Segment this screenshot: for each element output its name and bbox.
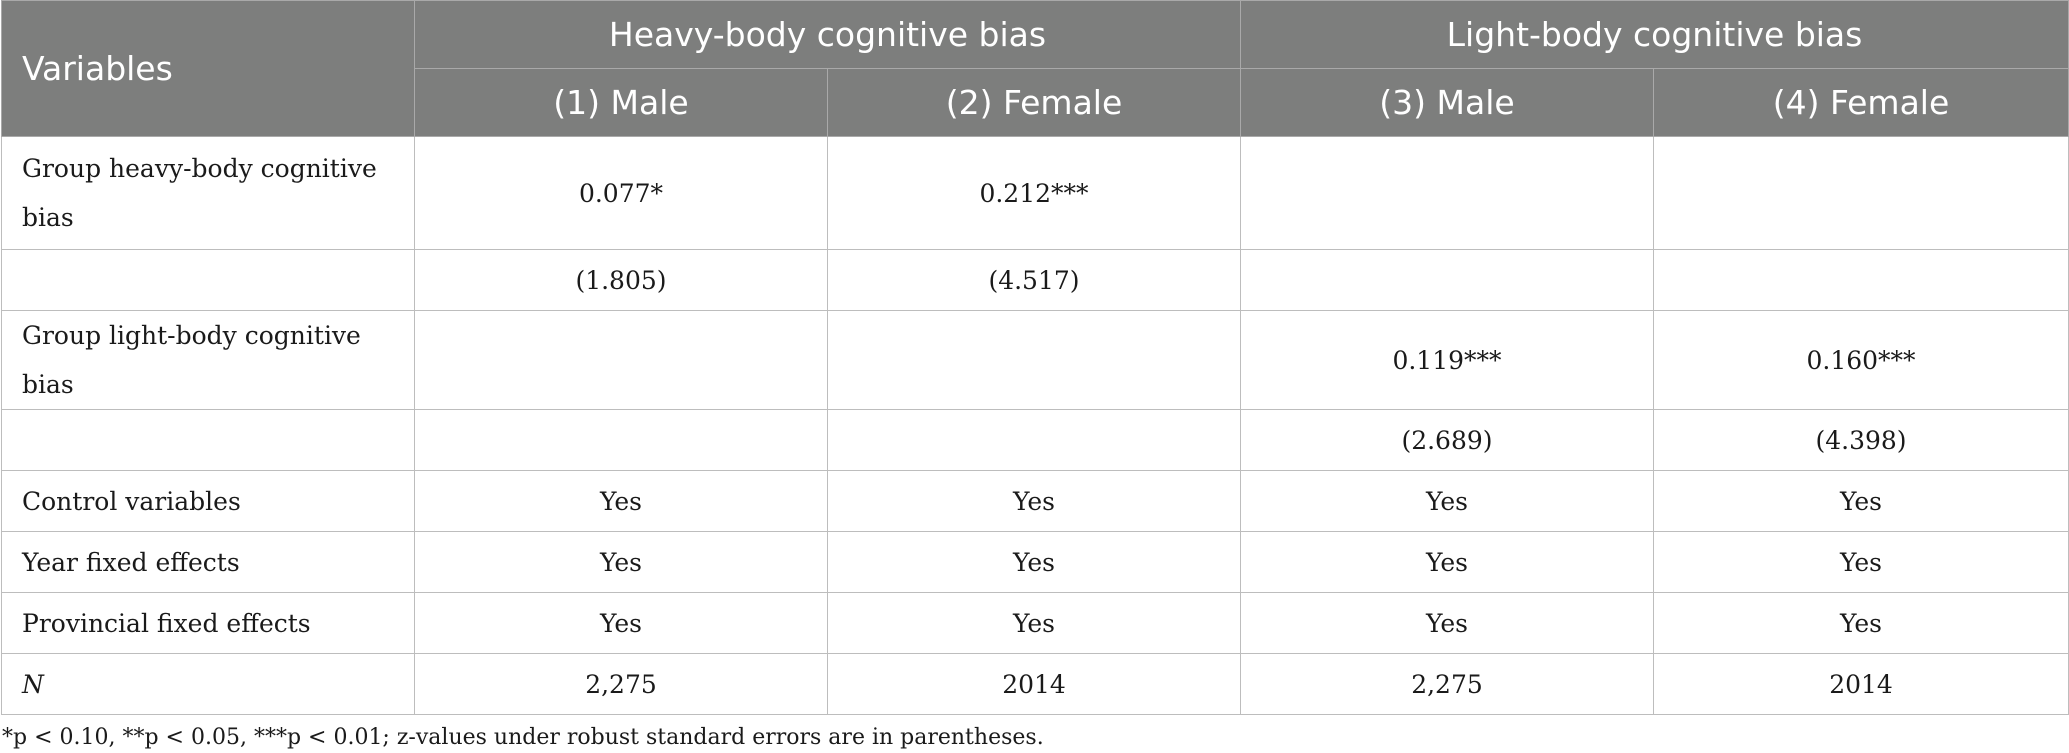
column-header-2: (2) Female bbox=[827, 68, 1241, 137]
table-cell: Yes bbox=[1652, 470, 2069, 532]
column-header-1: (1) Male bbox=[414, 68, 828, 137]
table-cell bbox=[827, 409, 1241, 471]
table-cell: 2014 bbox=[1652, 653, 2069, 715]
group-header-light: Light-body cognitive bias bbox=[1239, 0, 2069, 69]
table-row: (1.805) (4.517) bbox=[1, 249, 2069, 311]
table-cell: Yes bbox=[1652, 592, 2069, 654]
table-row: Provincial fixed effects Yes Yes Yes Yes bbox=[1, 592, 2069, 654]
table-header: Variables Heavy-body cognitive bias Ligh… bbox=[1, 0, 2069, 137]
table-cell: Yes bbox=[414, 592, 828, 654]
table-cell: Yes bbox=[1240, 470, 1654, 532]
table-cell bbox=[1652, 136, 2069, 250]
table-cell: Yes bbox=[1240, 531, 1654, 593]
header-row-columns: (1) Male (2) Female (3) Male (4) Female bbox=[2, 68, 2069, 137]
table-cell: Yes bbox=[1240, 592, 1654, 654]
table-cell: (4.398) bbox=[1652, 409, 2069, 471]
table-cell: 2014 bbox=[827, 653, 1241, 715]
table-cell: Yes bbox=[414, 531, 828, 593]
table-cell: 2,275 bbox=[414, 653, 828, 715]
table-cell: Yes bbox=[827, 592, 1241, 654]
table-cell bbox=[1240, 249, 1654, 311]
table-cell: Yes bbox=[1652, 531, 2069, 593]
n-label: N bbox=[22, 669, 44, 699]
table-cell: 0.119*** bbox=[1240, 310, 1654, 410]
column-header-4: (4) Female bbox=[1652, 68, 2069, 137]
header-row-groups: Variables Heavy-body cognitive bias Ligh… bbox=[1, 0, 2069, 137]
table-cell: Yes bbox=[827, 531, 1241, 593]
table-row: (2.689) (4.398) bbox=[1, 409, 2069, 471]
table-row: N 2,275 2014 2,275 2014 bbox=[1, 653, 2069, 715]
group-header-heavy: Heavy-body cognitive bias bbox=[414, 0, 1241, 69]
row-label: Year fixed effects bbox=[1, 531, 415, 593]
table-cell: Yes bbox=[414, 470, 828, 532]
table-cell: 0.160*** bbox=[1652, 310, 2069, 410]
table-cell bbox=[1652, 249, 2069, 311]
variables-header: Variables bbox=[1, 0, 415, 137]
table-cell: Yes bbox=[827, 470, 1241, 532]
table-cell: (4.517) bbox=[827, 249, 1241, 311]
table-cell: 0.212*** bbox=[827, 136, 1241, 250]
table-row: Year fixed effects Yes Yes Yes Yes bbox=[1, 531, 2069, 593]
row-label: Group light-body cognitive bias bbox=[1, 310, 415, 410]
table-cell bbox=[1240, 136, 1654, 250]
table-row: Group light-body cognitive bias 0.119***… bbox=[1, 310, 2069, 410]
table-footnote: *p < 0.10, **p < 0.05, ***p < 0.01; z-va… bbox=[2, 725, 1044, 750]
table-cell: (1.805) bbox=[414, 249, 828, 311]
row-label: Provincial fixed effects bbox=[1, 592, 415, 654]
table-cell bbox=[414, 409, 828, 471]
table-row: Control variables Yes Yes Yes Yes bbox=[1, 470, 2069, 532]
table-cell: 2,275 bbox=[1240, 653, 1654, 715]
row-label: N bbox=[1, 653, 415, 715]
table-cell: (2.689) bbox=[1240, 409, 1654, 471]
table-cell bbox=[827, 310, 1241, 410]
row-label: Group heavy-body cognitive bias bbox=[1, 136, 415, 250]
column-header-3: (3) Male bbox=[1240, 68, 1654, 137]
row-label: Control variables bbox=[1, 470, 415, 532]
table-row: Group heavy-body cognitive bias 0.077* 0… bbox=[1, 136, 2069, 250]
table-cell bbox=[414, 310, 828, 410]
row-label bbox=[1, 249, 415, 311]
row-label bbox=[1, 409, 415, 471]
regression-results-table: Variables Heavy-body cognitive bias Ligh… bbox=[1, 0, 2069, 715]
table-cell: 0.077* bbox=[414, 136, 828, 250]
table-body: Group heavy-body cognitive bias 0.077* 0… bbox=[1, 136, 2069, 715]
